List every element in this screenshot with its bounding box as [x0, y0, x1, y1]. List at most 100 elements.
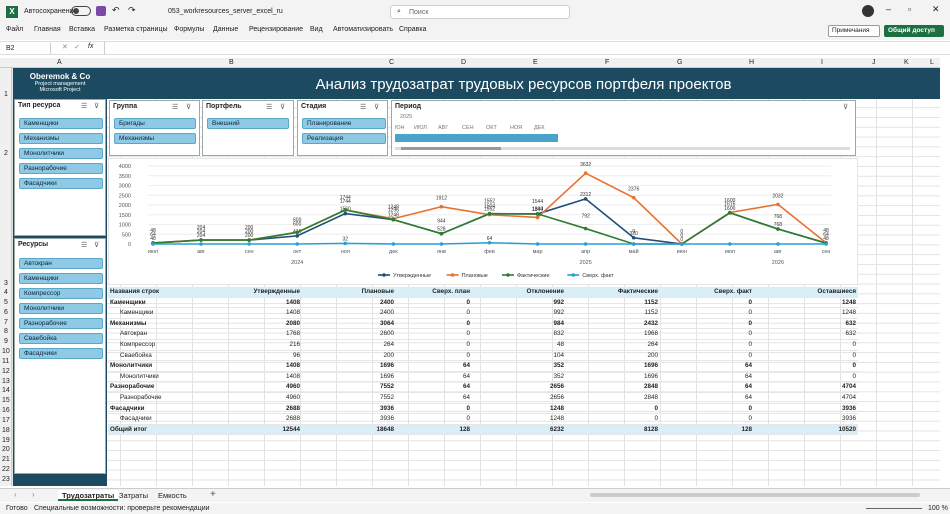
multiselect-icon[interactable]: ☰ [81, 242, 88, 249]
row-header[interactable]: 18 [2, 427, 10, 434]
col-header[interactable]: B [229, 59, 234, 66]
accessibility-status[interactable]: Специальные возможности: проверьте реком… [34, 505, 210, 512]
row-header[interactable]: 14 [2, 387, 10, 394]
fx-label[interactable]: fx [88, 43, 94, 50]
tab-review[interactable]: Рецензирование [249, 26, 304, 33]
col-header[interactable]: C [389, 59, 395, 66]
row-header[interactable]: 6 [4, 309, 8, 316]
clear-filter-icon[interactable]: ⊽ [374, 104, 380, 111]
col-header[interactable]: L [930, 59, 934, 66]
row-header[interactable]: 11 [2, 358, 10, 365]
slicer-item[interactable]: Механизмы [19, 133, 103, 144]
tab-file[interactable]: Файл [6, 26, 24, 33]
avatar[interactable] [862, 5, 874, 17]
slicer-item[interactable]: Сваебойка [19, 333, 103, 344]
autosave-toggle[interactable] [71, 6, 91, 16]
row-header[interactable]: 19 [2, 437, 10, 444]
comments-button[interactable]: Примечания [828, 25, 880, 37]
grand-total-row[interactable]: Общий итог 12544 18648 128 6232 8128 128 10520 [108, 423, 858, 436]
sheet-tab[interactable]: Трудозатраты [58, 490, 119, 501]
row-header[interactable]: 21 [2, 456, 10, 463]
group-row[interactable]: Монолитчики 1408 1696 64 352 1696 64 0 [108, 360, 858, 372]
add-sheet-icon[interactable]: + [210, 489, 216, 500]
col-header[interactable]: K [904, 59, 909, 66]
file-name[interactable]: 053_workresources_server_excel_ru [168, 8, 283, 15]
group-row[interactable]: Механизмы 2080 3064 0 984 2432 0 632 [108, 318, 858, 330]
slicer-item[interactable]: Бригады [114, 118, 196, 129]
maximize-icon[interactable]: ▫ [908, 4, 912, 14]
slicer-item[interactable]: Компрессор [19, 288, 103, 299]
col-header[interactable]: E [533, 59, 538, 66]
slicer-stage[interactable]: Стадия ☰ ⊽ Планирование Реализация [297, 100, 388, 156]
slicer-item[interactable]: Каменщики [19, 118, 103, 129]
undo-icon[interactable]: ↶ [112, 5, 120, 15]
row-header[interactable]: 20 [2, 446, 10, 453]
share-button[interactable]: Общий доступ [884, 25, 944, 37]
horizontal-scrollbar[interactable] [590, 493, 920, 497]
col-header[interactable]: J [872, 59, 876, 66]
slicer-portfolio[interactable]: Портфель ☰ ⊽ Внешний [202, 100, 294, 156]
sheet-tab[interactable]: Затраты [119, 491, 148, 500]
slicer-item[interactable]: Планирование [302, 118, 386, 129]
timeline-month[interactable]: АВГ [438, 125, 449, 131]
row-header[interactable]: 3 [4, 280, 8, 287]
tab-home[interactable]: Главная [34, 26, 61, 33]
close-icon[interactable]: ✕ [932, 4, 940, 14]
timeline-month[interactable]: ЮН [395, 125, 405, 131]
timeline-month[interactable]: СЕН [462, 125, 474, 131]
formula-input[interactable] [104, 42, 940, 54]
slicer-item[interactable]: Внешний [207, 118, 289, 129]
minimize-icon[interactable]: – [886, 4, 892, 14]
col-header[interactable]: D [461, 59, 467, 66]
name-box[interactable]: B2 [3, 43, 51, 54]
row-header[interactable]: 7 [4, 319, 8, 326]
tab-data[interactable]: Данные [213, 26, 239, 33]
slicer-item[interactable]: Каменщики [19, 273, 103, 284]
slicer-item[interactable]: Монолитчики [19, 303, 103, 314]
col-header[interactable]: F [605, 59, 610, 66]
clear-filter-icon[interactable]: ⊽ [94, 242, 100, 249]
clear-filter-icon[interactable]: ⊽ [94, 103, 100, 110]
row-header[interactable]: 4 [4, 289, 8, 296]
table-row[interactable]: Компрессор 216 264 0 48 264 0 0 [108, 339, 858, 351]
timeline-period[interactable]: Период ⊽ 2025 ЮН ИЮЛ АВГ СЕН ОКТ НОЯ ДЕК [391, 100, 856, 156]
timeline-month[interactable]: НОЯ [510, 125, 523, 131]
tab-view[interactable]: Вид [310, 26, 323, 33]
slicer-item[interactable]: Фасадчики [19, 348, 103, 359]
slicer-item[interactable]: Автокран [19, 258, 103, 269]
group-row[interactable]: Фасадчики 2688 3936 0 1248 0 0 3936 [108, 403, 858, 415]
col-header[interactable]: A [57, 59, 62, 66]
group-row[interactable]: Разнорабочие 4960 7552 64 2656 2848 64 4704 [108, 381, 858, 393]
row-header[interactable]: 22 [2, 466, 10, 473]
save-icon[interactable] [96, 6, 106, 16]
row-header[interactable]: 2 [4, 150, 8, 157]
row-header[interactable]: 10 [2, 348, 10, 355]
cancel-icon[interactable]: ✕ [62, 44, 68, 51]
tab-help[interactable]: Справка [399, 26, 427, 33]
row-header[interactable]: 16 [2, 407, 10, 414]
slicer-resources[interactable]: Ресурсы ☰ ⊽ Автокран Каменщики Компрессо… [14, 238, 106, 474]
multiselect-icon[interactable]: ☰ [172, 104, 179, 111]
slicer-item[interactable]: Разнорабочие [19, 318, 103, 329]
row-header[interactable]: 13 [2, 378, 10, 385]
row-header[interactable]: 23 [2, 476, 10, 483]
search-box[interactable]: ⌕ Поиск [390, 5, 570, 19]
multiselect-icon[interactable]: ☰ [360, 104, 367, 111]
tab-insert[interactable]: Вставка [69, 26, 96, 33]
slicer-group[interactable]: Группа ☰ ⊽ Бригады Механизмы [109, 100, 200, 156]
tab-page-layout[interactable]: Разметка страницы [104, 26, 168, 33]
enter-icon[interactable]: ✓ [74, 44, 80, 51]
group-row[interactable]: Каменщики 1408 2400 0 992 1152 0 1248 [108, 297, 858, 309]
row-header[interactable]: 8 [4, 328, 8, 335]
timeline-month[interactable]: ДЕК [534, 125, 545, 131]
multiselect-icon[interactable]: ☰ [266, 104, 273, 111]
col-header[interactable]: H [749, 59, 755, 66]
slicer-item[interactable]: Монолитчики [19, 148, 103, 159]
slicer-item[interactable]: Разнорабочие [19, 163, 103, 174]
row-header[interactable]: 17 [2, 417, 10, 424]
multiselect-icon[interactable]: ☰ [81, 103, 88, 110]
table-row[interactable]: Монолитчики 1408 1696 64 352 1696 64 0 [108, 371, 858, 383]
timeline-selection-bar[interactable] [395, 134, 558, 142]
clear-filter-icon[interactable]: ⊽ [280, 104, 286, 111]
